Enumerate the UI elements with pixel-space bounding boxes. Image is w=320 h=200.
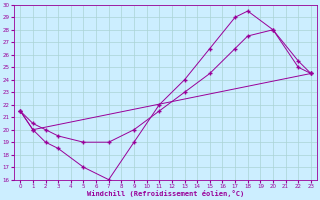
X-axis label: Windchill (Refroidissement éolien,°C): Windchill (Refroidissement éolien,°C) bbox=[87, 190, 244, 197]
